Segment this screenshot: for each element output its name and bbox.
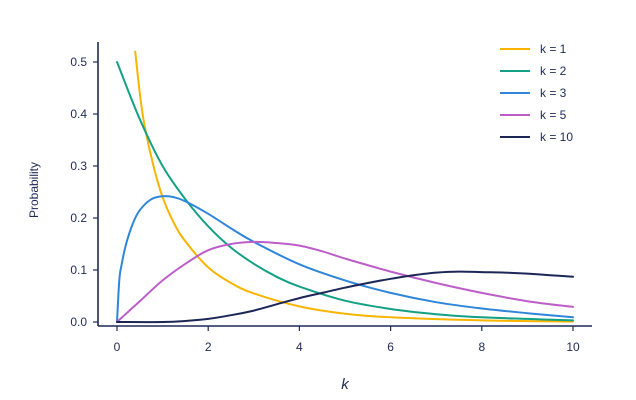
y-tick-label: 0.4 bbox=[70, 107, 87, 121]
legend-label: k = 10 bbox=[540, 130, 573, 144]
series-line bbox=[116, 270, 574, 324]
y-tick-label: 0.5 bbox=[70, 55, 87, 69]
y-axis-title: Probability bbox=[27, 162, 41, 218]
x-axis-title: k bbox=[341, 376, 350, 393]
series-line bbox=[116, 240, 574, 323]
y-tick-label: 0.3 bbox=[70, 159, 87, 173]
series-group bbox=[116, 50, 574, 324]
series-line bbox=[116, 195, 574, 323]
ticks: 0 2 4 6 8 10 0.0 0.1 0.2 0.3 0.4 0.5 bbox=[70, 55, 580, 354]
x-tick-label: 6 bbox=[387, 340, 394, 354]
x-tick-label: 4 bbox=[296, 340, 303, 354]
y-tick-label: 0.0 bbox=[70, 315, 87, 329]
legend: k = 1 k = 2 k = 3 k = 5 k = 10 bbox=[500, 42, 573, 144]
x-tick-label: 2 bbox=[205, 340, 212, 354]
x-tick-label: 10 bbox=[566, 340, 580, 354]
y-tick-label: 0.1 bbox=[70, 263, 87, 277]
series-line bbox=[134, 50, 574, 323]
x-tick-label: 8 bbox=[478, 340, 485, 354]
legend-label: k = 5 bbox=[540, 108, 567, 122]
axes bbox=[97, 42, 592, 327]
x-tick-label: 0 bbox=[114, 340, 121, 354]
y-tick-label: 0.2 bbox=[70, 211, 87, 225]
legend-label: k = 3 bbox=[540, 86, 567, 100]
legend-label: k = 1 bbox=[540, 42, 567, 56]
series-line bbox=[116, 61, 574, 322]
legend-label: k = 2 bbox=[540, 64, 567, 78]
